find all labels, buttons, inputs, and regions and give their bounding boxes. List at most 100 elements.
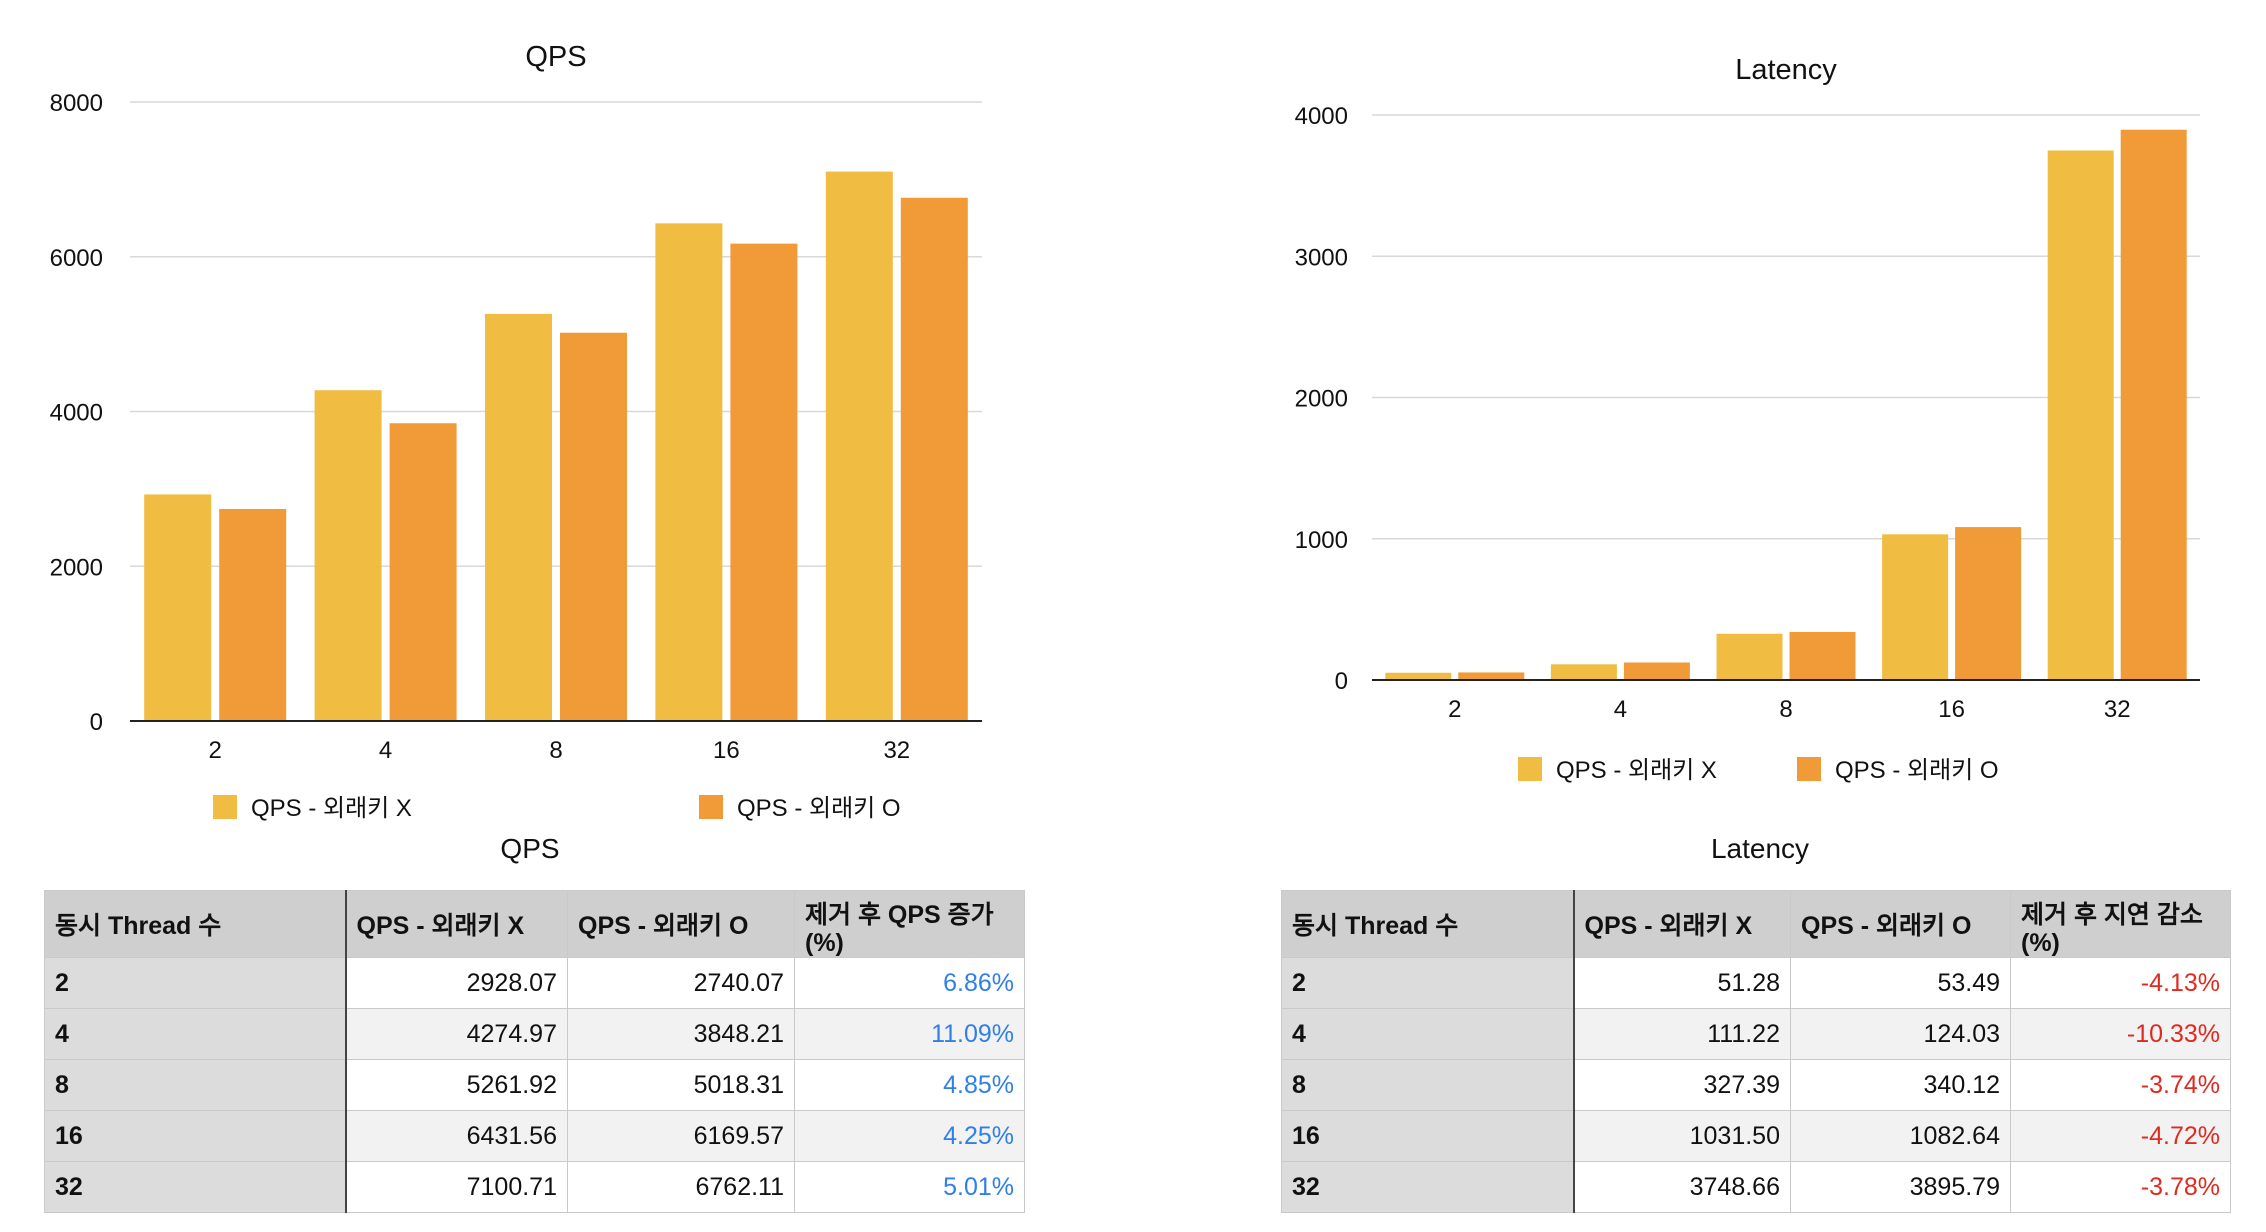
bar [2120,129,2187,680]
x-tick-label: 32 [883,737,910,764]
bar [1955,527,2022,680]
column-header-thread: 동시 Thread 수 [1281,890,1574,958]
bar [144,494,212,721]
bar [1623,662,1690,680]
cell-fk-o: 124.03 [1790,1008,2011,1060]
table-header-row: 동시 Thread 수 QPS - 외래키 X QPS - 외래키 O 제거 후… [1281,890,2231,958]
table-header-row: 동시 Thread 수 QPS - 외래키 X QPS - 외래키 O 제거 후… [44,890,1025,958]
table-row: 2 51.28 53.49 -4.13% [1281,957,2231,1009]
table-row: 32 3748.66 3895.79 -3.78% [1281,1161,2231,1213]
cell-fk-x: 6431.56 [344,1110,568,1162]
cell-change: 4.85% [794,1059,1025,1111]
row-thread: 2 [44,957,346,1009]
cell-fk-o: 6169.57 [567,1110,795,1162]
cell-change: -4.72% [2010,1110,2231,1162]
y-tick-label: 6000 [50,245,103,272]
cell-change: 6.86% [794,957,1025,1009]
cell-change: 4.25% [794,1110,1025,1162]
bar [314,390,382,721]
cell-fk-o: 340.12 [1790,1059,2011,1111]
y-tick-label: 0 [90,709,103,736]
cell-fk-o: 3895.79 [1790,1161,2011,1213]
cell-fk-x: 51.28 [1572,957,1791,1009]
cell-fk-x: 327.39 [1572,1059,1791,1111]
row-thread: 32 [1281,1161,1574,1213]
bar [389,423,457,721]
column-header-thread: 동시 Thread 수 [44,890,346,958]
legend-swatch [699,795,723,819]
table-row: 16 1031.50 1082.64 -4.72% [1281,1110,2231,1162]
cell-change: 5.01% [794,1161,1025,1213]
column-header-fk-o: QPS - 외래키 O [567,890,795,958]
y-tick-label: 2000 [1295,386,1348,413]
row-thread: 8 [1281,1059,1574,1111]
x-tick-label: 16 [1938,696,1965,723]
x-tick-label: 2 [209,737,222,764]
cell-fk-x: 5261.92 [344,1059,568,1111]
cell-fk-o: 1082.64 [1790,1110,2011,1162]
legend-label: QPS - 외래키 X [251,795,412,822]
cell-change: -4.13% [2010,957,2231,1009]
legend-label: QPS - 외래키 X [1556,757,1717,784]
cell-fk-x: 3748.66 [1572,1161,1791,1213]
legend-label: QPS - 외래키 O [737,795,901,822]
qps-table: 동시 Thread 수 QPS - 외래키 X QPS - 외래키 O 제거 후… [44,890,1025,1213]
y-tick-label: 3000 [1295,244,1348,271]
cell-fk-x: 1031.50 [1572,1110,1791,1162]
bar [1458,672,1525,680]
chart-title: QPS [525,41,586,73]
table-row: 16 6431.56 6169.57 4.25% [44,1110,1025,1162]
row-thread: 4 [44,1008,346,1060]
cell-fk-o: 6762.11 [567,1161,795,1213]
latency-table-title: Latency [1710,833,1810,864]
row-thread: 16 [44,1110,346,1162]
cell-change: -10.33% [2010,1008,2231,1060]
cell-fk-x: 2928.07 [344,957,568,1009]
row-thread: 2 [1281,957,1574,1009]
cell-fk-x: 4274.97 [344,1008,568,1060]
cell-change: -3.74% [2010,1059,2231,1111]
cell-change: -3.78% [2010,1161,2231,1213]
table-row: 2 2928.07 2740.07 6.86% [44,957,1025,1009]
chart-title: Latency [1735,54,1837,86]
x-tick-label: 4 [379,737,392,764]
x-tick-label: 8 [549,737,562,764]
bar [1385,672,1452,680]
y-tick-label: 2000 [50,554,103,581]
y-tick-label: 1000 [1295,527,1348,554]
cell-fk-o: 3848.21 [567,1008,795,1060]
cell-change: 11.09% [794,1008,1025,1060]
column-header-fk-x: QPS - 외래키 X [1572,890,1791,958]
latency-table: 동시 Thread 수 QPS - 외래키 X QPS - 외래키 O 제거 후… [1281,890,2231,1213]
row-thread: 8 [44,1059,346,1111]
bar [900,197,968,721]
table-row: 4 111.22 124.03 -10.33% [1281,1008,2231,1060]
table-row: 8 5261.92 5018.31 4.85% [44,1059,1025,1111]
x-tick-label: 2 [1448,696,1461,723]
bar [485,313,552,721]
cell-fk-o: 53.49 [1790,957,2011,1009]
cell-fk-x: 7100.71 [344,1161,568,1213]
column-header-change: 제거 후 QPS 증가 (%) [794,890,1025,958]
bar [1716,633,1783,680]
y-tick-label: 0 [1335,668,1348,695]
bar [1882,534,1949,680]
legend-swatch [213,795,237,819]
y-tick-label: 4000 [1295,103,1348,130]
y-tick-label: 8000 [50,90,103,117]
cell-fk-x: 111.22 [1572,1008,1791,1060]
cell-fk-o: 2740.07 [567,957,795,1009]
x-tick-label: 8 [1779,696,1792,723]
x-tick-label: 4 [1614,696,1627,723]
cell-fk-o: 5018.31 [567,1059,795,1111]
bar [219,508,287,721]
table-row: 4 4274.97 3848.21 11.09% [44,1008,1025,1060]
column-header-change: 제거 후 지연 감소 (%) [2010,890,2231,958]
legend-swatch [1797,757,1821,781]
row-thread: 4 [1281,1008,1574,1060]
qps-table-title: QPS [500,833,560,864]
bar [560,332,627,721]
bar [2047,150,2114,680]
